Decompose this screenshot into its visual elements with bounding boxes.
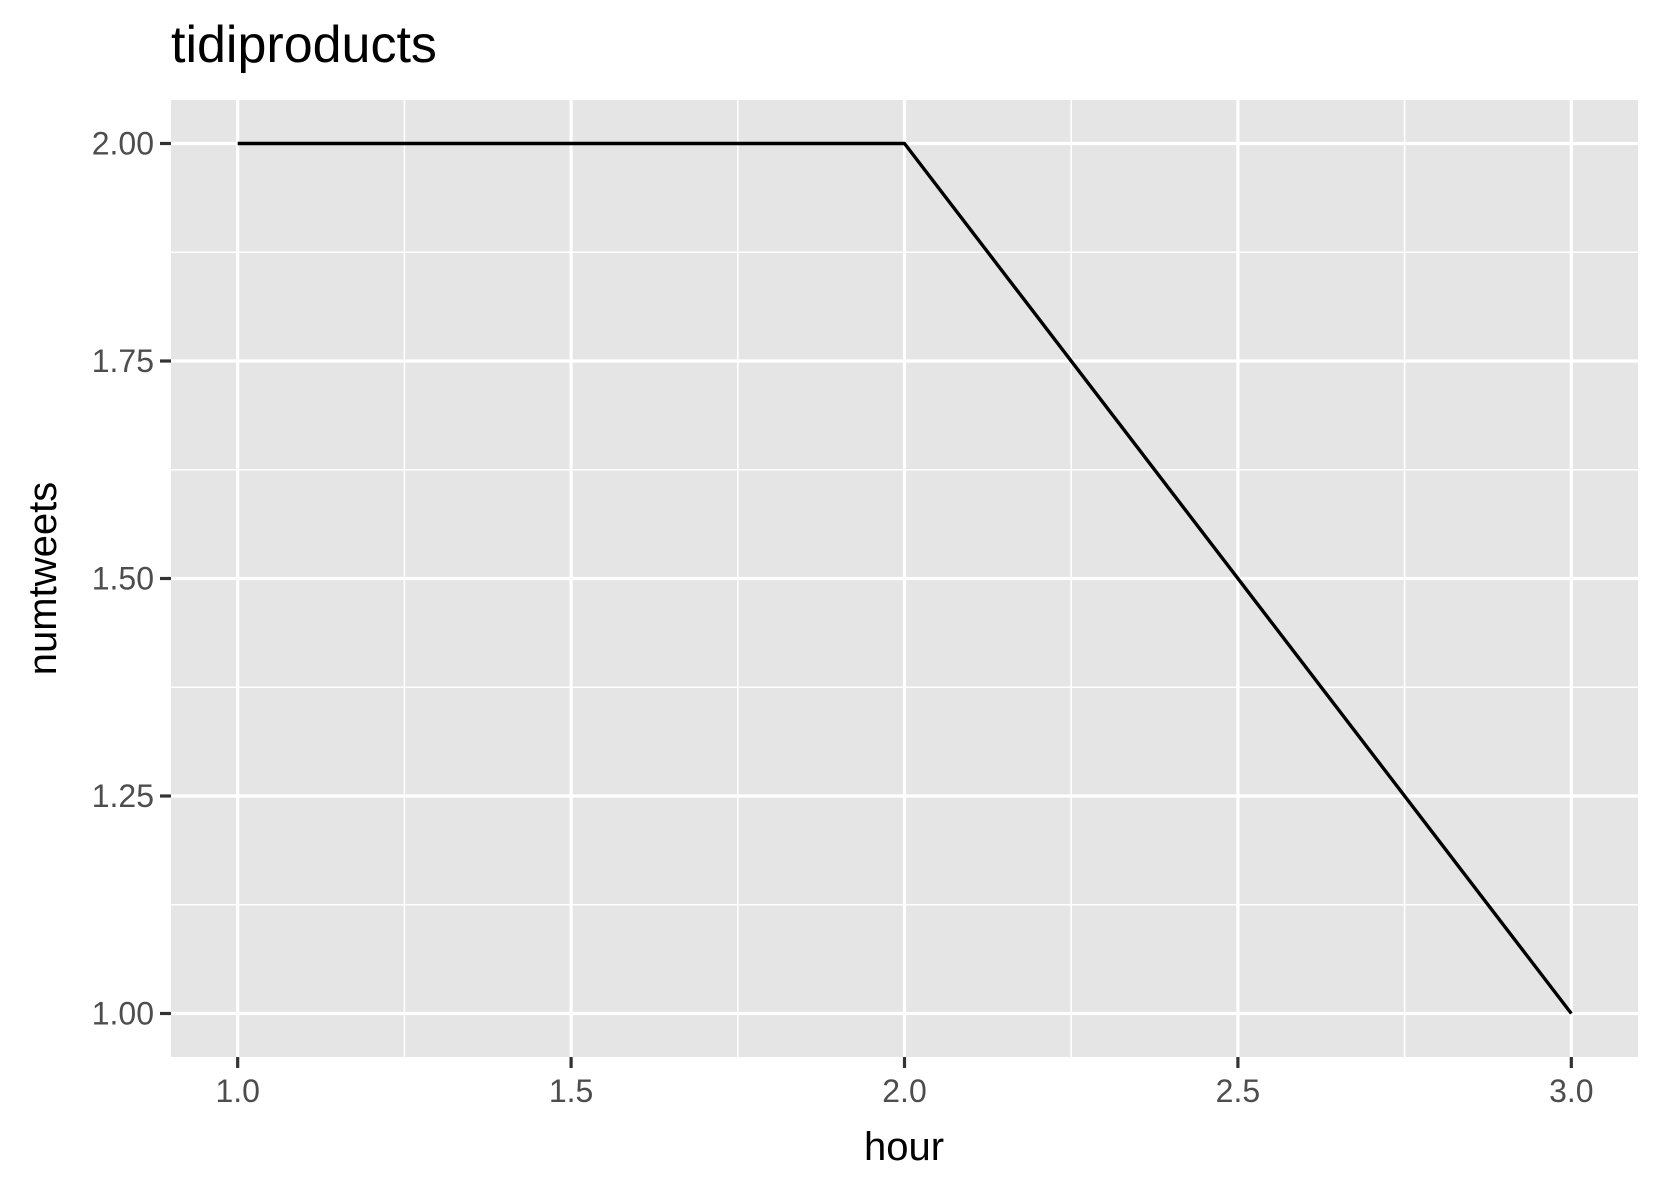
y-axis: 1.00 1.25 1.50 1.75 2.00 (92, 126, 171, 1032)
y-axis-title: numtweets (21, 482, 65, 675)
series-line-0 (237, 141, 1573, 1015)
y-tick-label-0: 1.00 (92, 996, 154, 1032)
x-axis-title: hour (864, 1125, 944, 1169)
y-tick-label-1: 1.25 (92, 778, 154, 814)
y-tick-label-2: 1.50 (92, 561, 154, 597)
chart-title: tidiproducts (171, 16, 437, 74)
x-tick-label-2: 2.0 (882, 1073, 926, 1109)
x-tick-label-3: 2.5 (1216, 1073, 1260, 1109)
x-tick-label-1: 1.5 (549, 1073, 593, 1109)
y-tick-label-3: 1.75 (92, 343, 154, 379)
x-tick-label-4: 3.0 (1549, 1073, 1593, 1109)
x-tick-label-0: 1.0 (215, 1073, 259, 1109)
x-axis: 1.0 1.5 2.0 2.5 3.0 (215, 1057, 1594, 1109)
y-tick-label-4: 2.00 (92, 126, 154, 162)
series-layer (237, 141, 1573, 1015)
